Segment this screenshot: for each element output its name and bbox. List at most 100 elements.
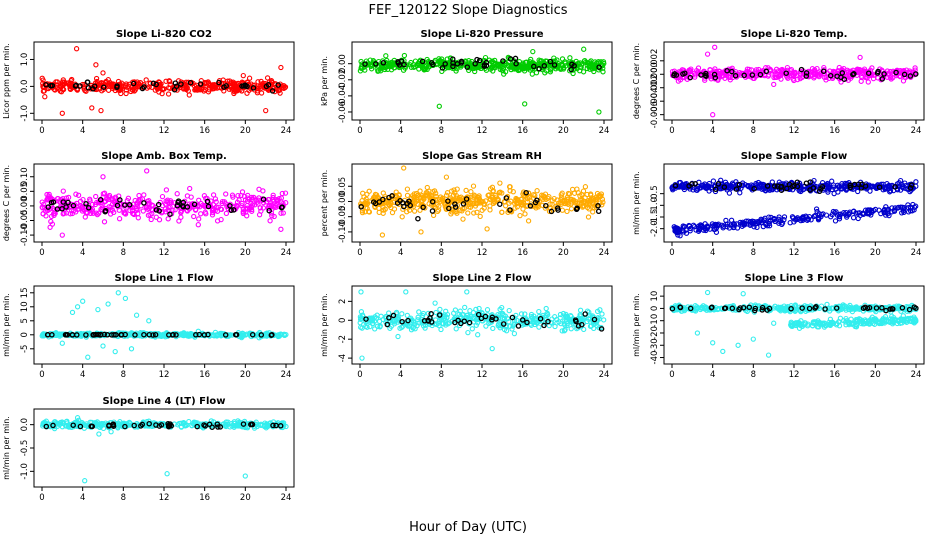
data-point <box>598 326 605 332</box>
data-point <box>257 86 263 92</box>
panel-points <box>357 46 607 115</box>
data-point <box>411 208 418 214</box>
data-point <box>399 200 406 206</box>
data-point <box>472 68 478 75</box>
data-point <box>283 200 289 206</box>
data-point <box>97 81 104 87</box>
data-point <box>476 57 483 64</box>
data-point <box>122 202 128 208</box>
x-tick-label: 12 <box>477 248 488 258</box>
data-point <box>87 210 94 217</box>
data-point <box>180 199 187 206</box>
x-tick-label: 8 <box>121 370 126 380</box>
data-point <box>482 201 488 207</box>
y-tick-label: 0.002 <box>650 49 660 73</box>
data-point <box>539 192 545 198</box>
data-point <box>897 67 904 74</box>
panel-points <box>669 289 919 358</box>
data-point-outlier <box>100 174 106 180</box>
data-point <box>382 206 388 212</box>
data-point <box>394 200 401 206</box>
data-point <box>197 81 204 87</box>
data-point <box>246 196 252 202</box>
x-tick-label: 24 <box>911 126 922 136</box>
data-point-outlier <box>263 107 269 114</box>
data-point <box>415 215 421 222</box>
panel-points <box>39 46 289 116</box>
data-point <box>449 209 455 215</box>
data-point-outlier <box>80 298 86 304</box>
data-point <box>366 188 372 194</box>
data-point <box>746 66 752 73</box>
data-point <box>372 326 378 332</box>
data-point <box>515 197 521 204</box>
data-point <box>817 71 823 77</box>
data-point <box>399 311 405 317</box>
data-point <box>187 79 194 86</box>
data-point <box>521 63 527 69</box>
data-point <box>55 195 61 202</box>
data-point <box>800 73 806 80</box>
data-point <box>791 77 797 84</box>
data-point <box>581 58 588 64</box>
data-point <box>523 189 529 196</box>
data-point <box>436 312 443 318</box>
y-tick-label: -0.05 <box>20 210 30 232</box>
data-point <box>865 70 872 76</box>
data-point-outlier <box>240 72 246 79</box>
panel-title: Slope Amb. Box Temp. <box>101 151 227 162</box>
data-point <box>567 55 573 61</box>
data-point <box>513 60 519 67</box>
data-point <box>439 65 446 71</box>
data-point <box>424 66 430 73</box>
data-point <box>488 65 495 71</box>
data-point <box>85 205 92 211</box>
data-point <box>803 73 810 79</box>
data-point <box>424 184 430 191</box>
data-point <box>827 72 834 79</box>
data-point <box>213 199 219 205</box>
data-point <box>404 186 411 192</box>
data-point <box>147 81 153 87</box>
y-tick-label: -0.006 <box>650 101 660 128</box>
data-point <box>358 204 364 210</box>
data-point <box>134 199 141 206</box>
data-point <box>271 198 277 204</box>
data-point <box>106 192 113 199</box>
data-point <box>586 206 592 212</box>
data-point <box>68 203 74 209</box>
data-point <box>163 198 169 204</box>
data-point-outlier <box>278 64 284 71</box>
data-point <box>531 192 537 198</box>
data-point <box>148 216 154 223</box>
data-point <box>692 181 699 187</box>
data-point <box>401 61 407 68</box>
data-point <box>233 331 240 338</box>
data-point <box>41 88 47 94</box>
panel-ylabel: ml/min per min. <box>320 293 329 357</box>
data-point <box>477 213 483 220</box>
x-tick-label: 16 <box>517 370 528 380</box>
data-point <box>257 205 263 211</box>
data-point <box>487 197 494 203</box>
data-point <box>269 88 276 94</box>
panel-title: Slope Li-820 Temp. <box>741 29 848 40</box>
panel-frame <box>351 41 613 121</box>
panel-ylabel: Licor ppm per min. <box>2 43 11 119</box>
data-point-outlier <box>740 291 746 297</box>
data-point <box>386 63 392 69</box>
data-point <box>216 79 222 86</box>
data-point <box>248 203 254 209</box>
data-point <box>463 187 469 194</box>
data-point <box>98 80 105 86</box>
x-tick-label: 20 <box>240 370 251 380</box>
data-point <box>44 207 51 214</box>
data-point <box>370 196 376 203</box>
data-point <box>710 178 717 184</box>
data-point <box>772 74 779 80</box>
data-point <box>361 194 367 200</box>
data-point <box>145 206 151 212</box>
data-point <box>411 64 417 70</box>
